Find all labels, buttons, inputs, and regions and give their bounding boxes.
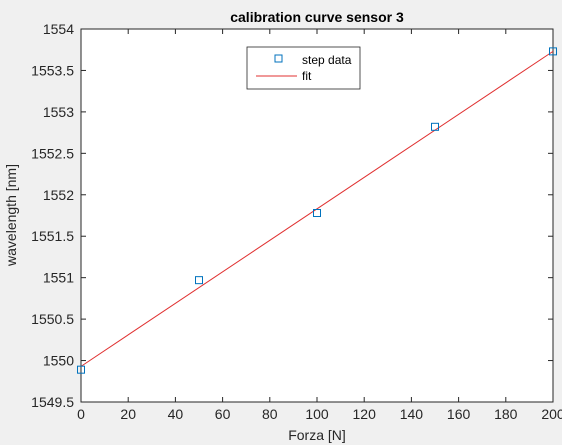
x-tick-label: 180	[494, 406, 518, 422]
x-tick-label: 200	[541, 406, 562, 422]
y-tick-label: 1554	[43, 21, 74, 37]
y-tick-label: 1550	[43, 353, 74, 369]
x-tick-label: 80	[262, 406, 278, 422]
y-axis-label: wavelength [nm]	[3, 164, 19, 267]
x-tick-label: 0	[77, 406, 85, 422]
x-axis-label: Forza [N]	[288, 427, 346, 443]
legend-label-fit: fit	[302, 69, 312, 83]
chart-title: calibration curve sensor 3	[230, 9, 404, 25]
x-tick-label: 100	[305, 406, 329, 422]
x-tick-label: 40	[168, 406, 184, 422]
x-tick-label: 160	[447, 406, 471, 422]
legend-label-step-data: step data	[302, 53, 352, 67]
y-tick-label: 1552	[43, 187, 74, 203]
x-tick-label: 140	[400, 406, 424, 422]
x-tick-label: 120	[353, 406, 377, 422]
y-tick-label: 1553	[43, 104, 74, 120]
x-tick-label: 20	[120, 406, 136, 422]
y-tick-label: 1550.5	[31, 311, 74, 327]
legend: step data fit	[247, 47, 360, 89]
y-tick-label: 1549.5	[31, 394, 74, 410]
y-tick-label: 1553.5	[31, 62, 74, 78]
y-tick-label: 1551	[43, 270, 74, 286]
x-tick-label: 60	[215, 406, 231, 422]
y-tick-label: 1551.5	[31, 228, 74, 244]
y-tick-label: 1552.5	[31, 145, 74, 161]
